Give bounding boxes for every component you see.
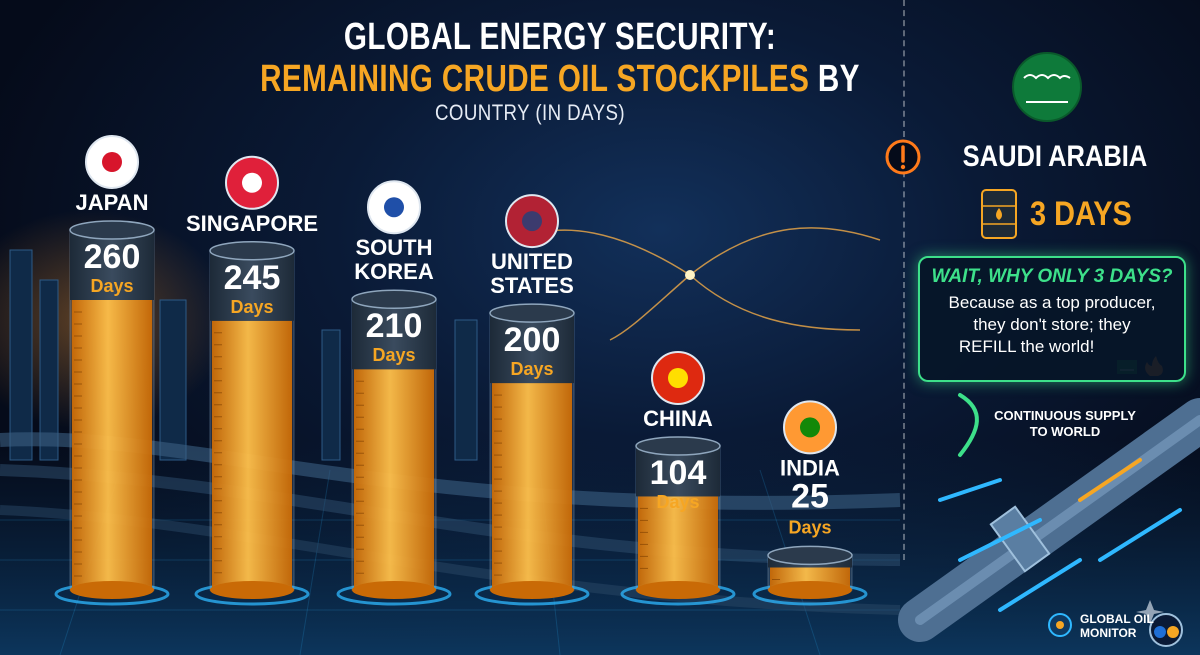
refill-word: REFILL — [958, 337, 1016, 356]
bar-category-label: JAPAN — [76, 190, 149, 215]
title-highlight: REMAINING CRUDE OIL STOCKPILES — [260, 58, 810, 100]
bar-cap — [351, 289, 437, 309]
bar-oil — [492, 383, 572, 590]
flag-emblem — [242, 172, 262, 193]
supply-caption: CONTINUOUS SUPPLY TO WORLD — [990, 408, 1140, 440]
bar-value-label: 245 — [224, 259, 281, 297]
supply-line-1: CONTINUOUS SUPPLY — [994, 408, 1136, 423]
supply-pipe — [898, 398, 1200, 642]
callout-country: SAUDI ARABIA — [962, 140, 1148, 173]
title-line-2-rest: BY — [817, 58, 860, 100]
flag-emblem — [102, 152, 122, 172]
bar-band — [210, 250, 294, 321]
bubble-line-3-rest: the world! — [1020, 337, 1095, 356]
bar-chart: 260DaysJAPAN245DaysSINGAPORE210DaysSOUTH… — [54, 135, 868, 606]
panel-divider — [903, 0, 905, 560]
bar-category-label: CHINA — [643, 406, 713, 431]
bar-bottom — [636, 581, 720, 599]
callout-days: 3 DAYS — [1030, 195, 1132, 233]
bar-bottom — [70, 581, 154, 599]
flag-emblem — [522, 211, 542, 232]
bar-oil — [212, 320, 292, 590]
bubble-line-3: REFILL the world! — [926, 336, 1178, 358]
bar-bottom — [768, 581, 852, 599]
flag-emblem — [668, 368, 688, 388]
bar-cap — [209, 241, 295, 261]
bar-value-label: 104 — [650, 454, 707, 492]
bar-value-label: 210 — [366, 307, 423, 345]
network-arcs — [519, 227, 881, 341]
bar-band — [70, 230, 154, 300]
bar-cap — [489, 303, 575, 323]
brand-line-2: MONITOR — [1080, 626, 1137, 640]
title-line-3: COUNTRY (IN DAYS) — [434, 100, 626, 125]
bar-category-label: INDIA — [780, 455, 840, 480]
bar-unit-label: Days — [230, 297, 273, 317]
explanation-bubble: WAIT, WHY ONLY 3 DAYS? Because as a top … — [918, 256, 1186, 382]
flag-emblem — [800, 417, 820, 438]
bar-cap — [767, 545, 853, 566]
bar-bottom — [352, 581, 436, 599]
flag-emblem — [384, 197, 404, 218]
bar-cap — [635, 436, 721, 456]
bar-category-label: SINGAPORE — [186, 211, 318, 236]
refinery-silhouette — [9, 249, 478, 461]
bar-value-label: 260 — [84, 238, 141, 276]
flow-arrows — [938, 393, 1182, 612]
bar-category-label: SOUTH — [356, 235, 433, 260]
bar-unit-label: Days — [510, 359, 553, 379]
brand-logo: GLOBAL OIL MONITOR — [1080, 612, 1154, 640]
bar-category-label: KOREA — [354, 259, 434, 284]
bar-category-label: UNITED — [491, 249, 573, 274]
bar-oil — [638, 496, 718, 590]
title-line-1: GLOBAL ENERGY SECURITY: — [343, 16, 777, 58]
bar-band — [352, 299, 436, 370]
bubble-line-1: Because as a top producer, — [948, 293, 1156, 312]
bar-bottom — [210, 581, 294, 599]
supply-line-2: TO WORLD — [1029, 424, 1101, 439]
network-hub — [685, 270, 695, 280]
bar-value-label: 200 — [504, 321, 561, 359]
bubble-line-2: they don't store; they — [973, 315, 1131, 334]
bar-unit-label: Days — [90, 276, 133, 296]
bar-bottom — [490, 581, 574, 599]
bubble-question: WAIT, WHY ONLY 3 DAYS? — [931, 266, 1173, 287]
brand-line-1: GLOBAL OIL — [1080, 612, 1154, 626]
title-line-2: REMAINING CRUDE OIL STOCKPILES BY — [92, 58, 1028, 101]
bar-category-label: STATES — [490, 273, 574, 298]
bar-unit-label: Days — [788, 517, 831, 537]
bar-oil — [72, 300, 152, 590]
bar-cap — [69, 220, 155, 240]
bar-oil — [354, 369, 434, 590]
bar-band — [490, 313, 574, 384]
bar-unit-label: Days — [656, 492, 699, 512]
bar-unit-label: Days — [372, 345, 415, 365]
bar-value-label: 25 — [791, 477, 829, 515]
